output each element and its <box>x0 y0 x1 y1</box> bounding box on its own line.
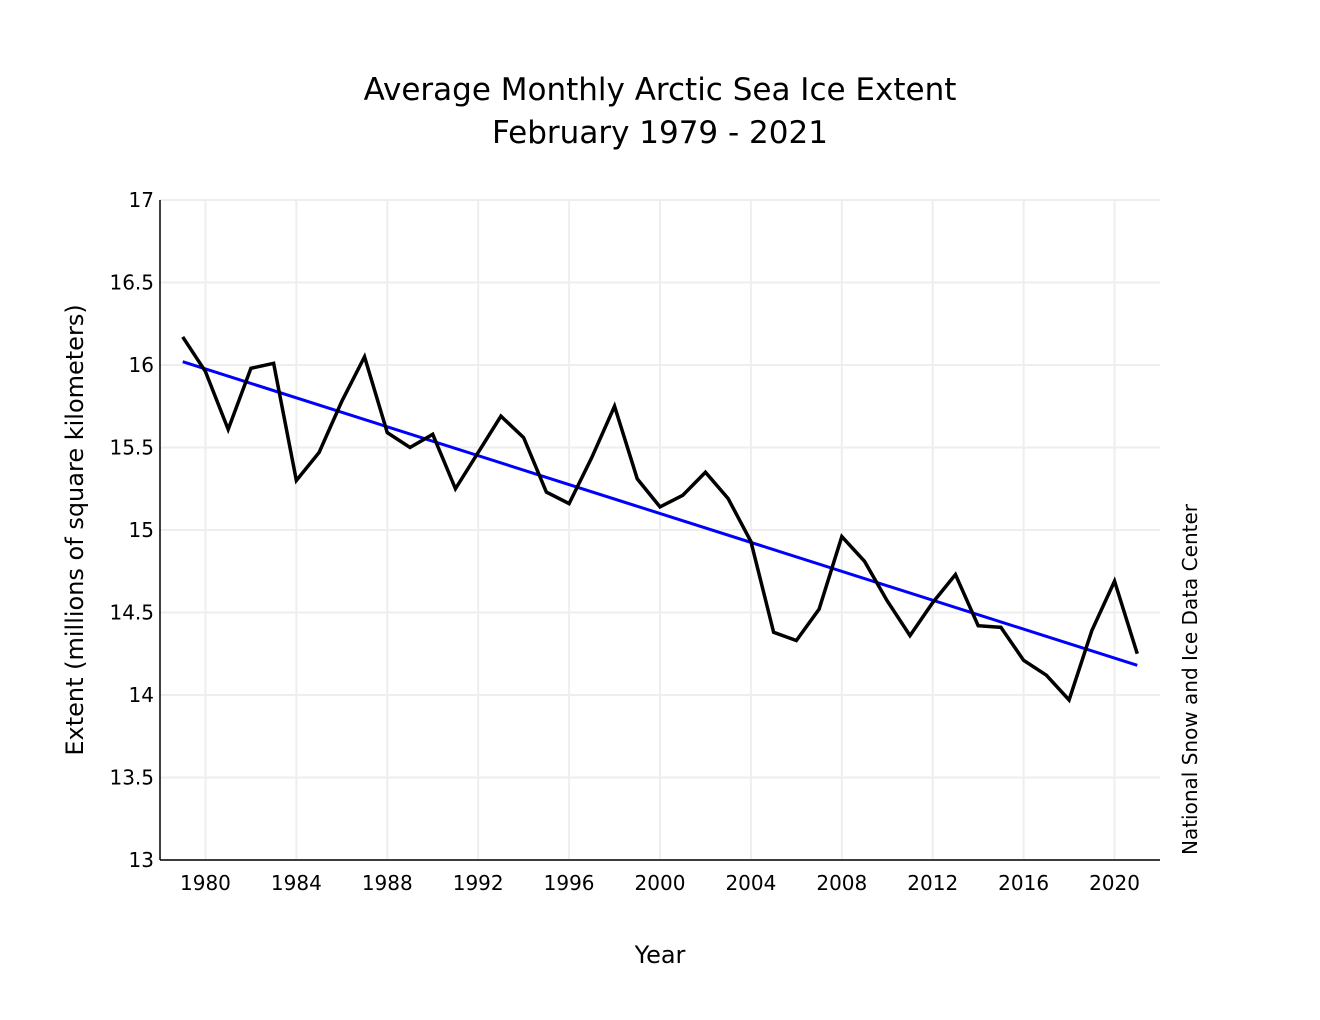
x-tick-label: 2016 <box>998 871 1049 895</box>
y-tick-label: 14 <box>129 683 154 707</box>
x-axis-label: Year <box>634 941 686 969</box>
y-tick-label: 14.5 <box>109 601 154 625</box>
tick-labels: 13 13.5 14 14.5 15 15.5 16 16.5 17 1980 1984 1988 19… <box>109 188 1140 895</box>
x-tick-label: 2000 <box>635 871 686 895</box>
chart-subtitle: February 1979 - 2021 <box>492 115 828 151</box>
x-tick-label: 1980 <box>180 871 231 895</box>
x-tick-label: 1988 <box>362 871 413 895</box>
credit-label: National Snow and Ice Data Center <box>1178 503 1202 855</box>
y-tick-label: 16.5 <box>109 271 154 295</box>
y-tick-label: 13 <box>129 848 154 872</box>
x-tick-label: 1996 <box>544 871 595 895</box>
x-tick-label: 2004 <box>725 871 776 895</box>
x-tick-label: 1992 <box>453 871 504 895</box>
axes <box>159 200 1160 861</box>
y-tick-label: 15 <box>129 518 154 542</box>
x-tick-label: 2008 <box>816 871 867 895</box>
trend-line <box>182 360 1138 667</box>
y-tick-label: 15.5 <box>109 436 154 460</box>
chart-title: Average Monthly Arctic Sea Ice Extent <box>364 72 957 108</box>
x-tick-label: 1984 <box>271 871 322 895</box>
y-tick-label: 17 <box>129 188 154 212</box>
y-tick-label: 16 <box>129 353 154 377</box>
grid <box>160 199 1160 861</box>
x-tick-label: 2020 <box>1089 871 1140 895</box>
x-tick-label: 2012 <box>907 871 958 895</box>
y-axis-label: Extent (millions of square kilometers) <box>61 304 89 755</box>
extent-series-line <box>181 335 1139 704</box>
plot-marks <box>181 335 1139 704</box>
y-tick-label: 13.5 <box>109 766 154 790</box>
